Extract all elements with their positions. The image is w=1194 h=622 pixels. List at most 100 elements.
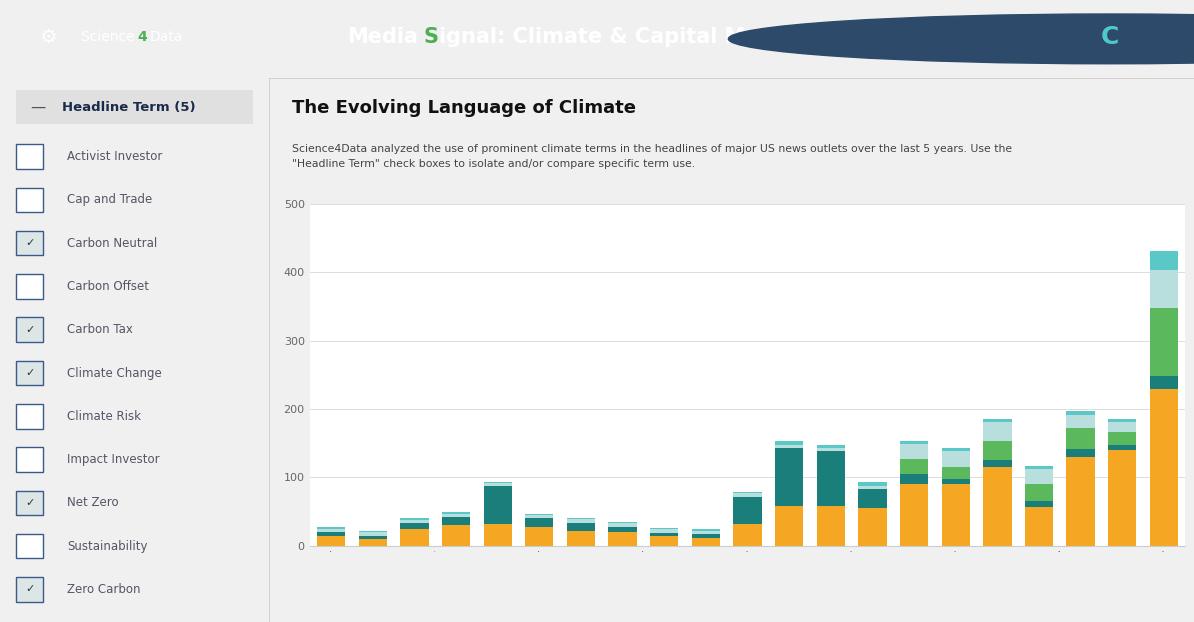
Text: CLIMATE: CLIMATE [1158,23,1190,32]
Bar [1108,422,1137,432]
Text: ✓: ✓ [25,238,35,248]
Bar [817,445,845,448]
FancyBboxPatch shape [17,231,43,256]
Text: Zero Carbon: Zero Carbon [67,583,141,596]
Bar [400,519,429,520]
Bar [691,529,720,531]
Bar [817,506,845,546]
Bar [1066,448,1095,457]
Bar [567,522,595,531]
FancyBboxPatch shape [17,577,43,601]
Bar [733,493,762,496]
Bar [650,528,678,529]
Bar [17,90,253,124]
Text: ✓: ✓ [25,585,35,595]
Bar [567,519,595,522]
Bar [1150,389,1178,546]
Text: —: — [30,100,45,114]
Bar [400,520,429,523]
Bar [942,466,970,479]
Text: Climate Change: Climate Change [67,366,162,379]
Bar [1108,419,1137,422]
Bar [316,532,345,536]
Bar [1066,414,1095,428]
Bar [1024,507,1053,546]
Bar [733,496,762,524]
Bar [358,531,387,532]
Bar [650,529,678,533]
Bar [442,526,470,546]
Bar [817,448,845,452]
Bar [900,485,928,546]
Bar [900,440,928,444]
Text: Carbon Neutral: Carbon Neutral [67,236,158,249]
Bar [1150,308,1178,376]
Text: ✓: ✓ [25,498,35,508]
Text: ✓: ✓ [25,325,35,335]
Text: Media: Media [347,27,418,47]
Bar [358,532,387,536]
Bar [817,452,845,506]
Bar [858,489,887,508]
Bar [442,517,470,526]
Text: ⚙: ⚙ [39,28,56,47]
Bar [858,486,887,489]
Bar [1150,251,1178,271]
FancyBboxPatch shape [17,534,43,559]
Text: Carbon Offset: Carbon Offset [67,280,149,293]
Bar [942,452,970,466]
Bar [567,518,595,519]
Bar [858,508,887,546]
Text: S: S [424,27,439,47]
Bar [983,422,1011,441]
Text: & CAPITAL: & CAPITAL [1158,34,1194,44]
Bar [983,419,1011,422]
Bar [484,481,512,483]
Bar [609,523,636,527]
Bar [484,524,512,546]
Bar [609,527,636,532]
Bar [983,441,1011,460]
Text: Net Zero: Net Zero [67,496,118,509]
Bar [942,448,970,452]
Bar [609,532,636,546]
Bar [983,467,1011,546]
Bar [775,448,804,506]
Bar [1066,457,1095,546]
FancyBboxPatch shape [17,404,43,429]
Text: Headline Term (5): Headline Term (5) [62,101,196,114]
Bar [1024,485,1053,501]
Bar [1066,411,1095,414]
Bar [858,482,887,486]
Text: Science4Data analyzed the use of prominent climate terms in the headlines of maj: Science4Data analyzed the use of promine… [291,144,1011,169]
Bar [691,537,720,546]
Bar [316,527,345,529]
Bar [400,523,429,529]
Bar [650,533,678,536]
Bar [775,445,804,448]
Bar [942,485,970,546]
Bar [316,529,345,532]
Bar [442,514,470,517]
Text: ✓: ✓ [25,368,35,378]
Bar [775,441,804,445]
FancyBboxPatch shape [17,274,43,299]
Bar [900,474,928,485]
Bar [1024,469,1053,485]
Bar [900,459,928,474]
Text: Cap and Trade: Cap and Trade [67,193,153,207]
Text: ignal: Climate & Capital Media: ignal: Climate & Capital Media [439,27,796,47]
Bar [691,534,720,537]
Bar [1108,432,1137,445]
Bar [484,486,512,524]
Bar [358,536,387,539]
Text: Activist Investor: Activist Investor [67,150,162,163]
Bar [525,514,554,515]
Text: Impact Investor: Impact Investor [67,453,160,466]
Bar [650,536,678,546]
Bar [733,492,762,493]
Bar [900,444,928,459]
Bar [358,539,387,546]
Circle shape [728,14,1194,64]
Text: The Evolving Language of Climate: The Evolving Language of Climate [291,100,635,117]
